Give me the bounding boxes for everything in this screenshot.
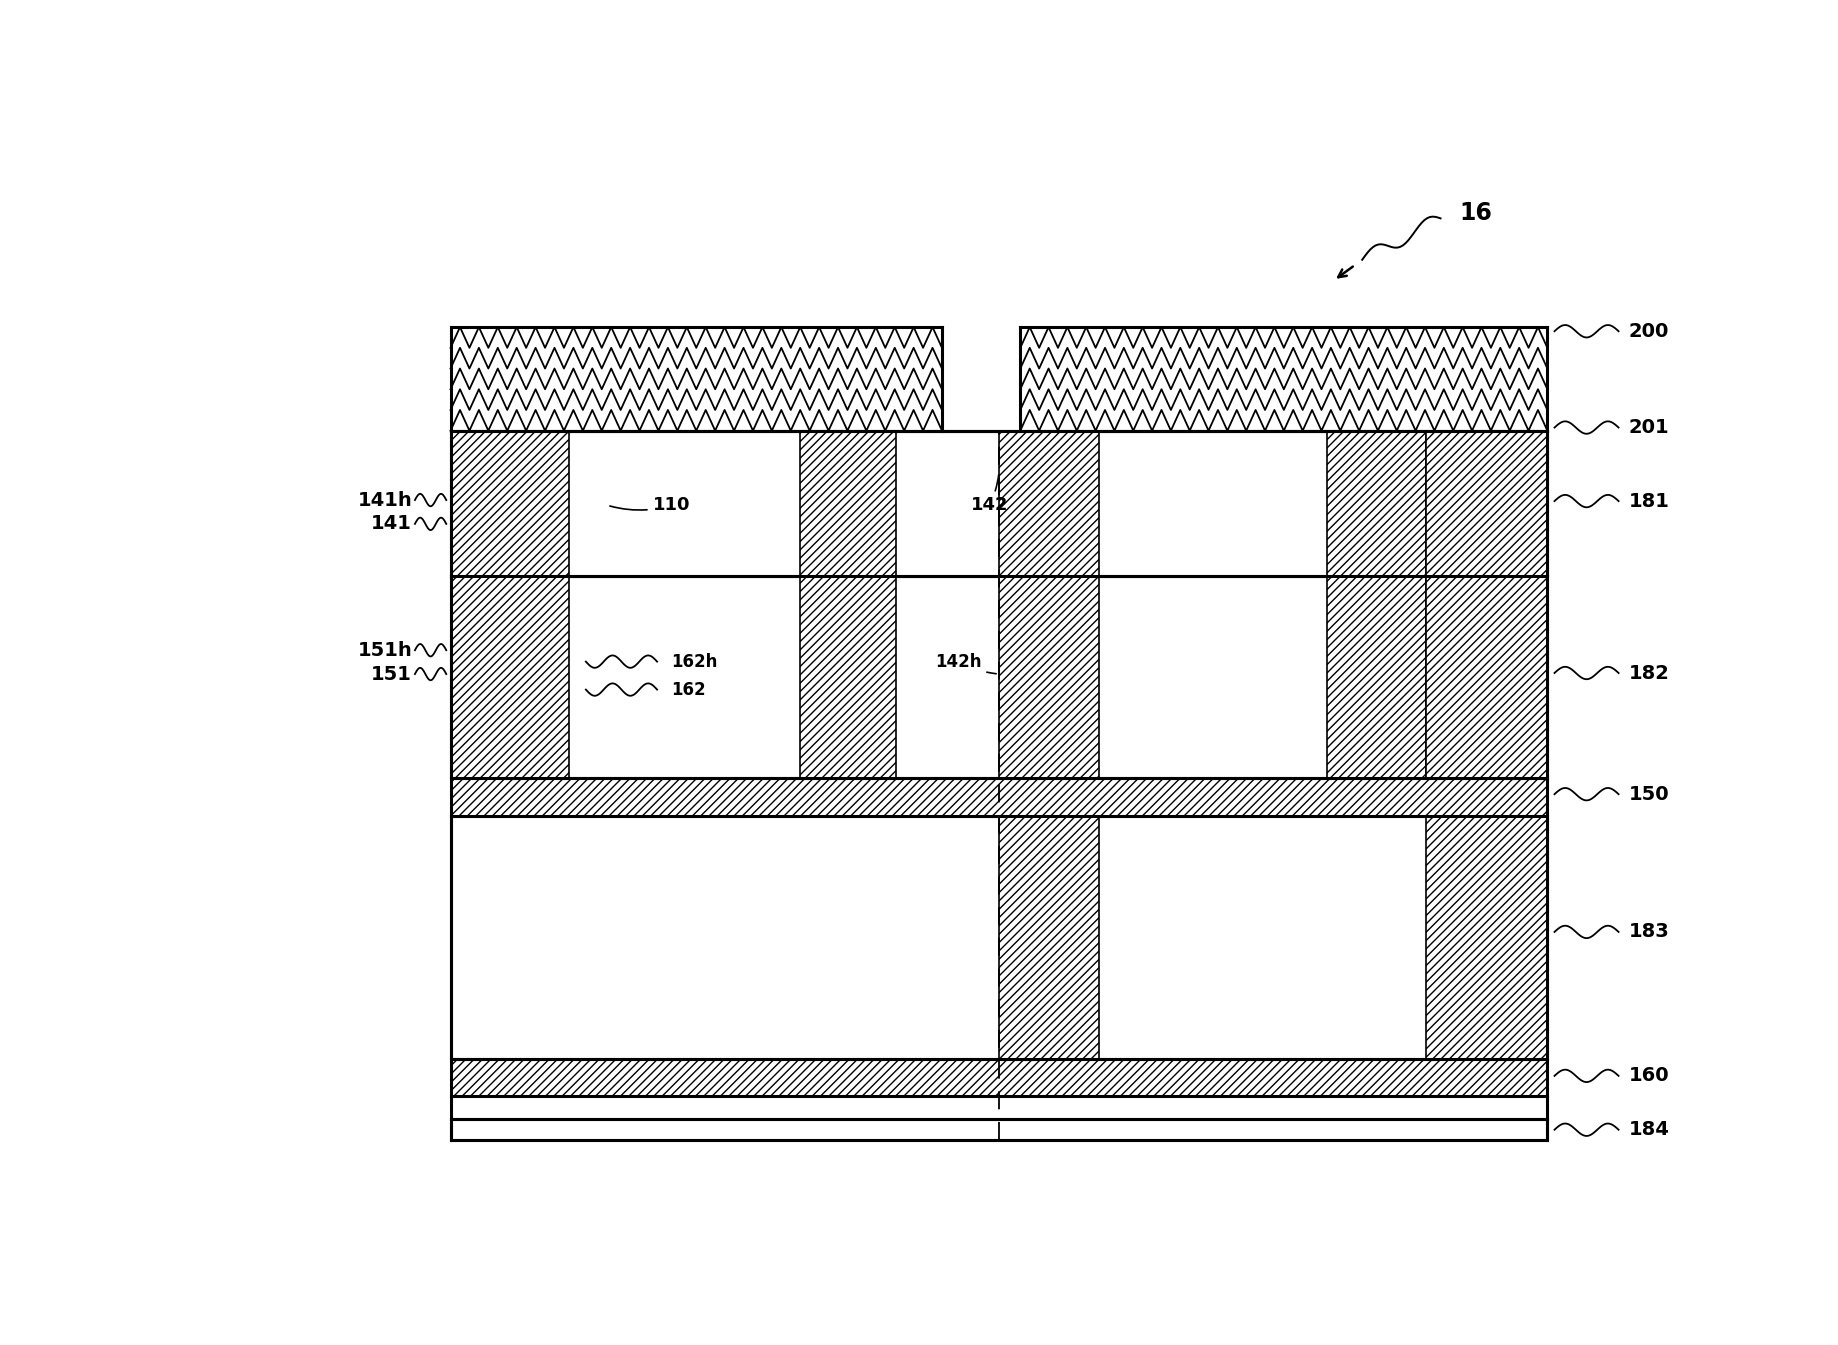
Bar xyxy=(1000,816,1099,1060)
Bar xyxy=(450,430,1548,576)
Bar xyxy=(450,1060,1548,1096)
Text: 162h: 162h xyxy=(671,652,717,671)
Bar xyxy=(450,1119,1548,1141)
Bar xyxy=(1426,816,1548,1060)
Text: 151h: 151h xyxy=(357,640,412,660)
Text: 141h: 141h xyxy=(357,491,412,510)
Text: 142h: 142h xyxy=(936,652,996,674)
Bar xyxy=(450,576,1548,777)
Text: 201: 201 xyxy=(1628,418,1669,437)
Text: 142: 142 xyxy=(970,475,1007,514)
Bar xyxy=(1426,430,1548,777)
Text: 181: 181 xyxy=(1628,491,1669,511)
Bar xyxy=(450,430,568,777)
Text: 141: 141 xyxy=(371,514,412,534)
Text: 110: 110 xyxy=(610,496,689,514)
Text: 184: 184 xyxy=(1628,1120,1669,1139)
Text: 160: 160 xyxy=(1628,1067,1669,1085)
Bar xyxy=(1000,430,1099,777)
Bar xyxy=(450,777,1548,816)
Text: 182: 182 xyxy=(1628,663,1669,682)
Text: 200: 200 xyxy=(1628,321,1669,340)
Bar xyxy=(1327,430,1426,777)
Bar xyxy=(450,816,1548,1060)
Bar xyxy=(800,430,897,777)
Text: 150: 150 xyxy=(1628,784,1669,804)
Text: 151: 151 xyxy=(371,664,412,683)
Text: 183: 183 xyxy=(1628,923,1669,941)
Text: 16: 16 xyxy=(1459,202,1492,225)
Text: 162: 162 xyxy=(671,681,706,698)
